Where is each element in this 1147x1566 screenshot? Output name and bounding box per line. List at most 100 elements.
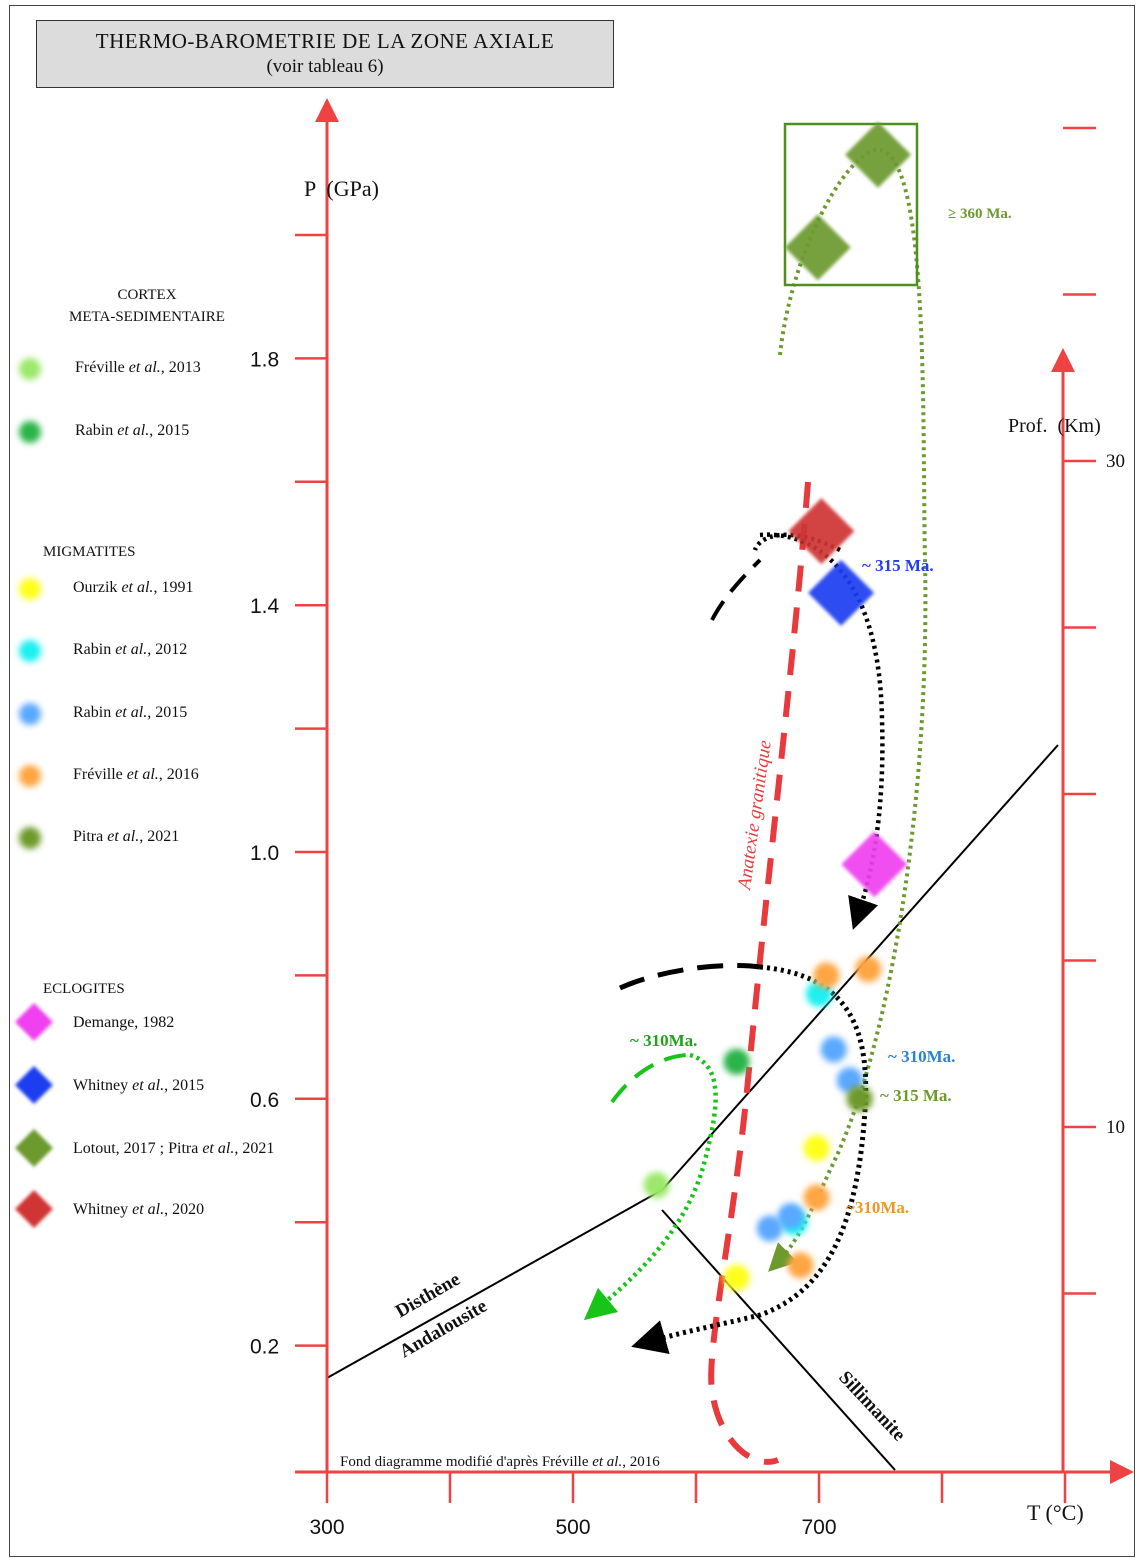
y-tick-label: 1.0 (250, 842, 279, 865)
legend-item-etal: et al. (115, 641, 147, 658)
axis-ticks (295, 126, 1096, 1503)
black-dashed-path-upper-tail (710, 558, 762, 621)
data-point-marker (846, 1085, 873, 1112)
legend-item-label: Whitney et al., 2020 (73, 1201, 204, 1218)
legend-item-etal: et al. (132, 1077, 164, 1094)
x-tick-label: 300 (309, 1516, 344, 1539)
title-box: THERMO-BAROMETRIE DE LA ZONE AXIALE (voi… (36, 20, 614, 88)
legend-group-heading: MIGMATITES (43, 544, 136, 560)
legend-circle-swatch (19, 703, 41, 725)
data-point-marker (855, 956, 882, 983)
legend-diamond-swatch (15, 1129, 53, 1167)
eclogite-diamond-marker (808, 559, 875, 626)
annotation-310ma-orange: ~310Ma. (846, 1198, 909, 1217)
kyanite-andalusite-boundary (326, 1189, 663, 1379)
legend-item-author: Fréville (73, 766, 127, 783)
chart-title: THERMO-BAROMETRIE DE LA ZONE AXIALE (95, 29, 555, 53)
legend-item-label: Whitney et al., 2015 (73, 1077, 204, 1094)
y2-tick-label: 30 (1106, 451, 1125, 472)
data-point-marker (723, 1048, 750, 1075)
source-note-etal: et al. (592, 1454, 622, 1470)
legend-group-heading: META-SEDIMENTAIRE (69, 309, 225, 325)
legend-item-label: Rabin et al., 2012 (73, 641, 187, 658)
legend-item-author: Rabin (73, 704, 115, 721)
legend-item-label: Ourzik et al., 1991 (73, 579, 193, 596)
legend-circle-swatch (19, 421, 41, 443)
legend-circle-swatch (19, 827, 41, 849)
eclogite-diamond-marker (841, 831, 908, 898)
eclogite-diamond-marker (784, 214, 851, 281)
black-dashed-path-lower (618, 963, 761, 991)
legend-item-year: , 2015 (164, 1077, 204, 1094)
source-note-text: Fond diagramme modifié d'après Fréville (340, 1454, 592, 1470)
mineral-label-sillimanite: Sillimanite (834, 1367, 909, 1445)
x-tick-label: 500 (555, 1516, 590, 1539)
legend-circle-swatch (19, 765, 41, 787)
y2-axis-label: Prof. (Km) (1008, 415, 1101, 437)
eclogite-diamond-marker (788, 498, 855, 565)
axes (295, 98, 1134, 1484)
y-axis-label: P (GPa) (304, 176, 379, 201)
eclogite-360ma-box (783, 122, 919, 287)
legend-item-author: Rabin (73, 641, 115, 658)
legend-diamond-swatch (15, 1003, 53, 1041)
y-tick-label: 1.8 (250, 348, 279, 371)
legend-item-label: Lotout, 2017 ; Pitra et al., 2021 (73, 1140, 274, 1157)
black-dotted-path-lower (631, 964, 869, 1355)
legend-circle-swatch (19, 578, 41, 600)
legend-diamond-swatch (15, 1190, 53, 1228)
legend-group-heading: ECLOGITES (43, 981, 125, 997)
legend-item-etal: et al. (132, 1201, 164, 1218)
legend-item-etal: et al. (117, 422, 149, 439)
source-note-year: , 2016 (622, 1454, 660, 1470)
data-markers (643, 121, 912, 1291)
legend-item-etal: et al. (107, 828, 139, 845)
legend-item-year: , 2021 (139, 828, 179, 845)
eclogite-olive-path (768, 147, 928, 1272)
legend-item-year: , 2013 (161, 359, 201, 376)
legend-item-label: Pitra et al., 2021 (73, 828, 179, 845)
legend-item-author: Ourzik (73, 579, 121, 596)
legend-item-year: , 2012 (147, 641, 187, 658)
legend-item-year: , 2016 (159, 766, 199, 783)
legend-item-author: Lotout, 2017 ; Pitra (73, 1140, 202, 1157)
y-tick-label: 1.4 (250, 595, 280, 618)
data-point-marker (787, 1252, 814, 1279)
annotation-315ma-olive: ~ 315 Ma. (880, 1086, 952, 1105)
data-point-marker (820, 1036, 847, 1063)
legend-item-year: , 1991 (153, 579, 193, 596)
legend-item-year: , 2015 (149, 422, 189, 439)
chart-subtitle: (voir tableau 6) (266, 56, 384, 77)
legend-item-year: , 2021 (234, 1140, 274, 1157)
axis-tick-labels: 0.20.61.01.41.8103050300500700 (250, 348, 1125, 1539)
legend-item-author: Whitney (73, 1077, 132, 1094)
legend-item-etal: et al. (121, 579, 153, 596)
x-axis-label: T (°C) (1027, 1500, 1084, 1525)
annotation-360ma: ≥ 360 Ma. (948, 206, 1012, 222)
y-tick-label: 0.2 (250, 1336, 279, 1359)
legend-item-etal: et al. (127, 766, 159, 783)
legend-diamond-swatch (15, 1066, 53, 1104)
x-tick-label: 700 (801, 1516, 836, 1539)
annotation-315ma-blue: ~ 315 Ma. (862, 556, 934, 575)
legend-item-label: Fréville et al., 2013 (75, 359, 201, 376)
y-tick-label: 0.6 (250, 1089, 279, 1112)
legend-circle-swatch (19, 640, 41, 662)
annotation-310ma-blue: ~ 310Ma. (888, 1047, 955, 1066)
green-dashed-path (610, 1053, 691, 1104)
data-point-marker (813, 962, 840, 989)
data-point-marker (723, 1264, 750, 1291)
y2-tick-label: 10 (1106, 1117, 1125, 1138)
legend-item-etal: et al. (202, 1140, 234, 1157)
legend-item-year: , 2015 (147, 704, 187, 721)
data-point-marker (756, 1215, 783, 1242)
legend-item-author: Demange, 1982 (73, 1014, 174, 1031)
legend-item-label: Rabin et al., 2015 (73, 704, 187, 721)
eclogite-diamond-marker (845, 121, 912, 188)
annotation-310ma-green: ~ 310Ma. (630, 1031, 697, 1050)
legend-item-author: Pitra (73, 828, 107, 845)
legend-circle-swatch (19, 358, 41, 380)
legend-item-etal: et al. (129, 359, 161, 376)
